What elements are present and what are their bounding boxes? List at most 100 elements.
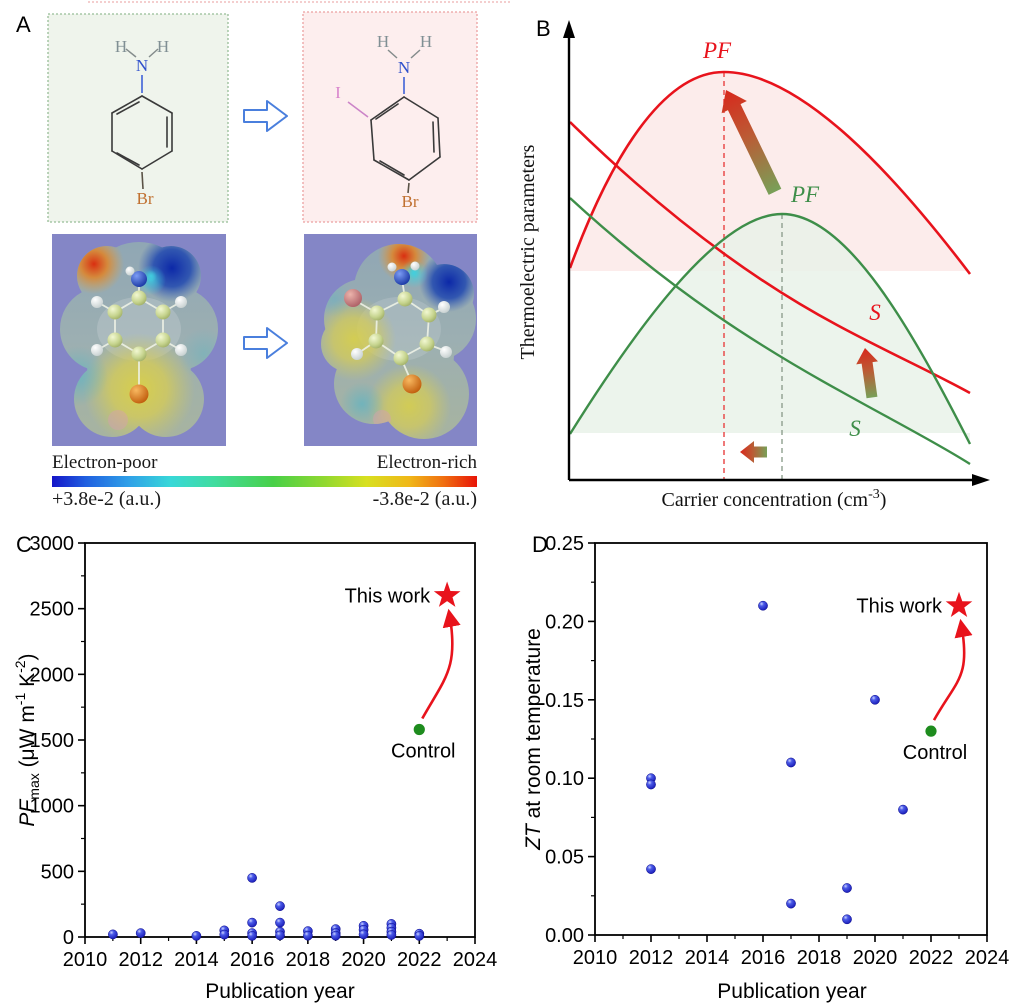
c-plot-content: 2010 2012 2014 2016 2018 2020 2022 2024 0 500 1000… (30, 533, 498, 971)
x-tick-label: 2014 (174, 949, 219, 971)
x-tick-label: 2014 (685, 947, 730, 969)
x-tick-label: 2022 (909, 947, 954, 969)
atom-n: N (398, 58, 410, 77)
data-point (758, 600, 768, 611)
data-point (275, 930, 285, 941)
y-tick-label: 2000 (30, 664, 75, 686)
panel-c-label: C (16, 532, 32, 557)
this-work-label: This work (856, 596, 943, 618)
data-point (247, 873, 257, 883)
data-point (414, 931, 425, 941)
product-molecule-drawing: H H N I Br (335, 32, 441, 211)
y-tick-label: 0.15 (545, 690, 584, 712)
this-work-label: This work (345, 586, 432, 608)
data-point (303, 930, 313, 941)
data-point (786, 898, 796, 909)
data-point (870, 694, 880, 705)
y-tick-label: 500 (41, 861, 74, 883)
y-tick-label: 0.20 (545, 611, 584, 633)
atom-i: I (335, 83, 341, 102)
atom-br: Br (137, 189, 154, 208)
d-y-axis-label: ZT at room temperature (522, 628, 545, 851)
panel-a: A H H N Br (16, 1, 510, 510)
control-label: Control (903, 742, 967, 764)
data-point (386, 930, 397, 940)
x-tick-label: 2018 (286, 949, 331, 971)
d-plot-content: 2010 2012 2014 2016 2018 2020 2022 2024 0.00 0.05… (545, 533, 1009, 969)
s-red-curve (569, 121, 971, 395)
y-tick-label: 1000 (30, 796, 75, 818)
pf-improvement-arrow-icon (721, 90, 782, 195)
atom-h: H (377, 32, 389, 51)
data-point (219, 929, 230, 940)
data-point (330, 930, 341, 941)
this-work-star-icon (433, 581, 461, 607)
y-tick-label: 1500 (30, 730, 75, 752)
data-point (646, 864, 656, 874)
y-tick-label: 0.25 (545, 533, 584, 555)
panel-a-label: A (16, 12, 31, 37)
y-tick-label: 0.05 (545, 847, 584, 869)
data-point (275, 917, 285, 928)
x-tick-label: 2022 (397, 949, 442, 971)
c-y-axis-label: PFmax (μW m-1 K-2) (12, 653, 42, 826)
control-point (925, 725, 937, 737)
y-tick-label: 0.10 (545, 768, 584, 790)
data-point (191, 931, 202, 941)
pf-green-curve (568, 212, 972, 445)
pf-red-curve (568, 70, 972, 275)
panel-b: B PF PF S S Thermoelectric parameters Ca… (517, 16, 990, 511)
x-tick-label: 2012 (118, 949, 163, 971)
atom-h: H (115, 37, 127, 56)
data-point (842, 914, 852, 925)
d-x-axis-label: Publication year (717, 980, 866, 1003)
s-green-curve (569, 197, 971, 466)
colorbar-right-label: Electron-rich (377, 452, 478, 473)
esp-map-reactant (52, 234, 226, 446)
colorbar-right-value: -3.8e-2 (a.u.) (373, 488, 477, 510)
b-y-axis-arrowhead-icon (563, 20, 575, 38)
y-tick-label: 0.00 (545, 925, 584, 947)
atom-h: H (420, 32, 432, 51)
y-tick-label: 2500 (30, 599, 75, 621)
improvement-arrow (421, 608, 461, 720)
panel-d: D 2010 2012 2014 2016 2018 2020 2022 2024 0.00 0.… (522, 532, 1009, 1003)
x-tick-label: 2012 (629, 947, 674, 969)
panel-b-label: B (536, 16, 551, 41)
data-point (247, 931, 257, 941)
b-x-axis-arrowhead-icon (972, 474, 990, 486)
data-point (842, 883, 852, 893)
y-tick-label: 3000 (30, 533, 75, 555)
atom-br: Br (402, 192, 419, 211)
c-x-axis-label: Publication year (205, 980, 354, 1003)
panel-d-label: D (532, 532, 548, 557)
data-point (135, 928, 146, 938)
this-work-star-icon (945, 591, 973, 617)
b-y-axis-label: Thermoelectric parameters (517, 144, 539, 359)
y-tick-label: 0 (63, 927, 74, 949)
x-tick-label: 2010 (63, 949, 108, 971)
control-point (413, 723, 425, 736)
data-point (898, 804, 908, 815)
data-point (358, 929, 369, 940)
x-tick-label: 2020 (853, 947, 898, 969)
colorbar-left-label: Electron-poor (52, 452, 158, 473)
pf-red-label: PF (702, 38, 732, 63)
reactant-structure-box: H H N Br (47, 13, 229, 223)
product-structure-box: H H N I Br (302, 11, 478, 223)
esp-colorbar: Electron-poor Electron-rich +3.8e-2 (a.u… (52, 452, 477, 510)
pf-green-label: PF (790, 182, 820, 207)
esp-reactant-atoms (91, 266, 187, 404)
x-tick-label: 2024 (453, 949, 498, 971)
x-tick-label: 2016 (230, 949, 275, 971)
x-tick-label: 2024 (965, 947, 1010, 969)
x-tick-label: 2020 (341, 949, 386, 971)
control-label: Control (391, 740, 455, 762)
data-point (247, 917, 257, 928)
colorbar-left-value: +3.8e-2 (a.u.) (52, 488, 161, 510)
reactant-molecule-drawing: H H N Br (111, 37, 173, 208)
esp-product-atoms (344, 261, 452, 394)
x-tick-label: 2010 (573, 947, 618, 969)
data-point (108, 929, 118, 940)
